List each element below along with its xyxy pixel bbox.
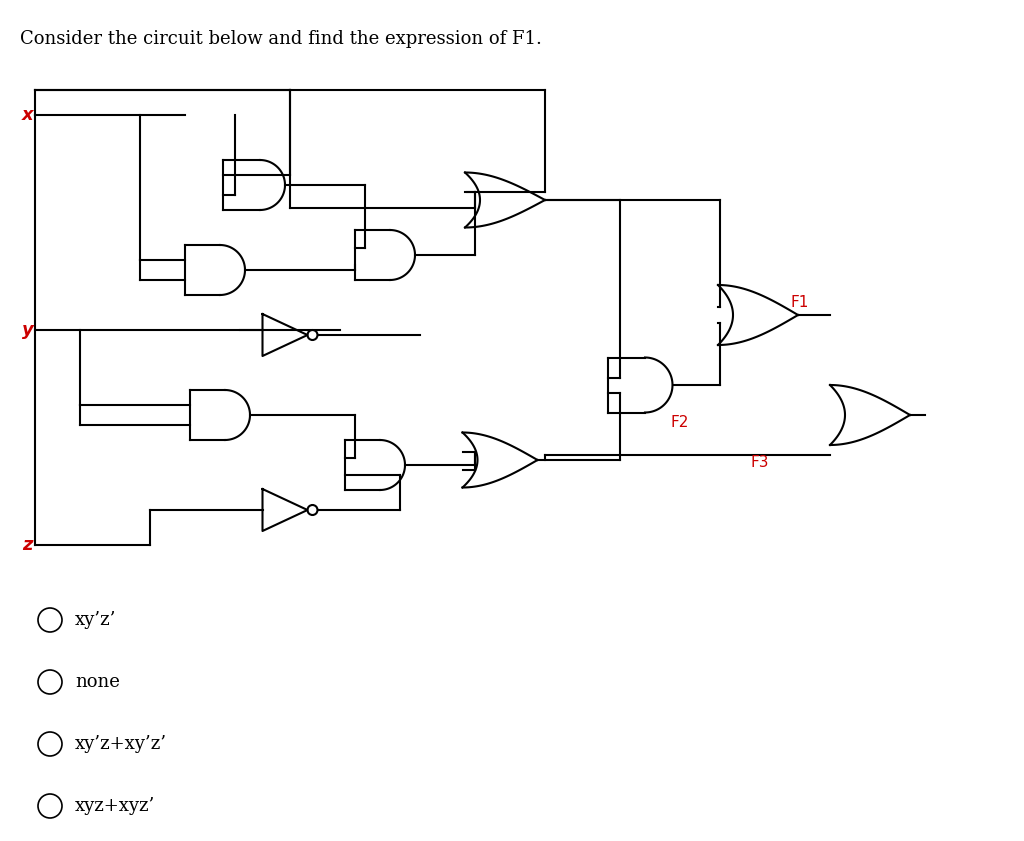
Text: x: x bbox=[22, 106, 34, 124]
Text: F1: F1 bbox=[790, 295, 808, 310]
Text: F3: F3 bbox=[750, 455, 768, 470]
Text: none: none bbox=[75, 673, 120, 691]
Text: z: z bbox=[22, 536, 33, 554]
Text: Consider the circuit below and find the expression of F1.: Consider the circuit below and find the … bbox=[20, 30, 542, 48]
Text: xyz+xyz’: xyz+xyz’ bbox=[75, 797, 156, 815]
Text: y: y bbox=[22, 321, 34, 339]
Text: F2: F2 bbox=[670, 415, 688, 430]
Text: xy’z+xy’z’: xy’z+xy’z’ bbox=[75, 735, 167, 753]
Text: xy’z’: xy’z’ bbox=[75, 611, 117, 629]
